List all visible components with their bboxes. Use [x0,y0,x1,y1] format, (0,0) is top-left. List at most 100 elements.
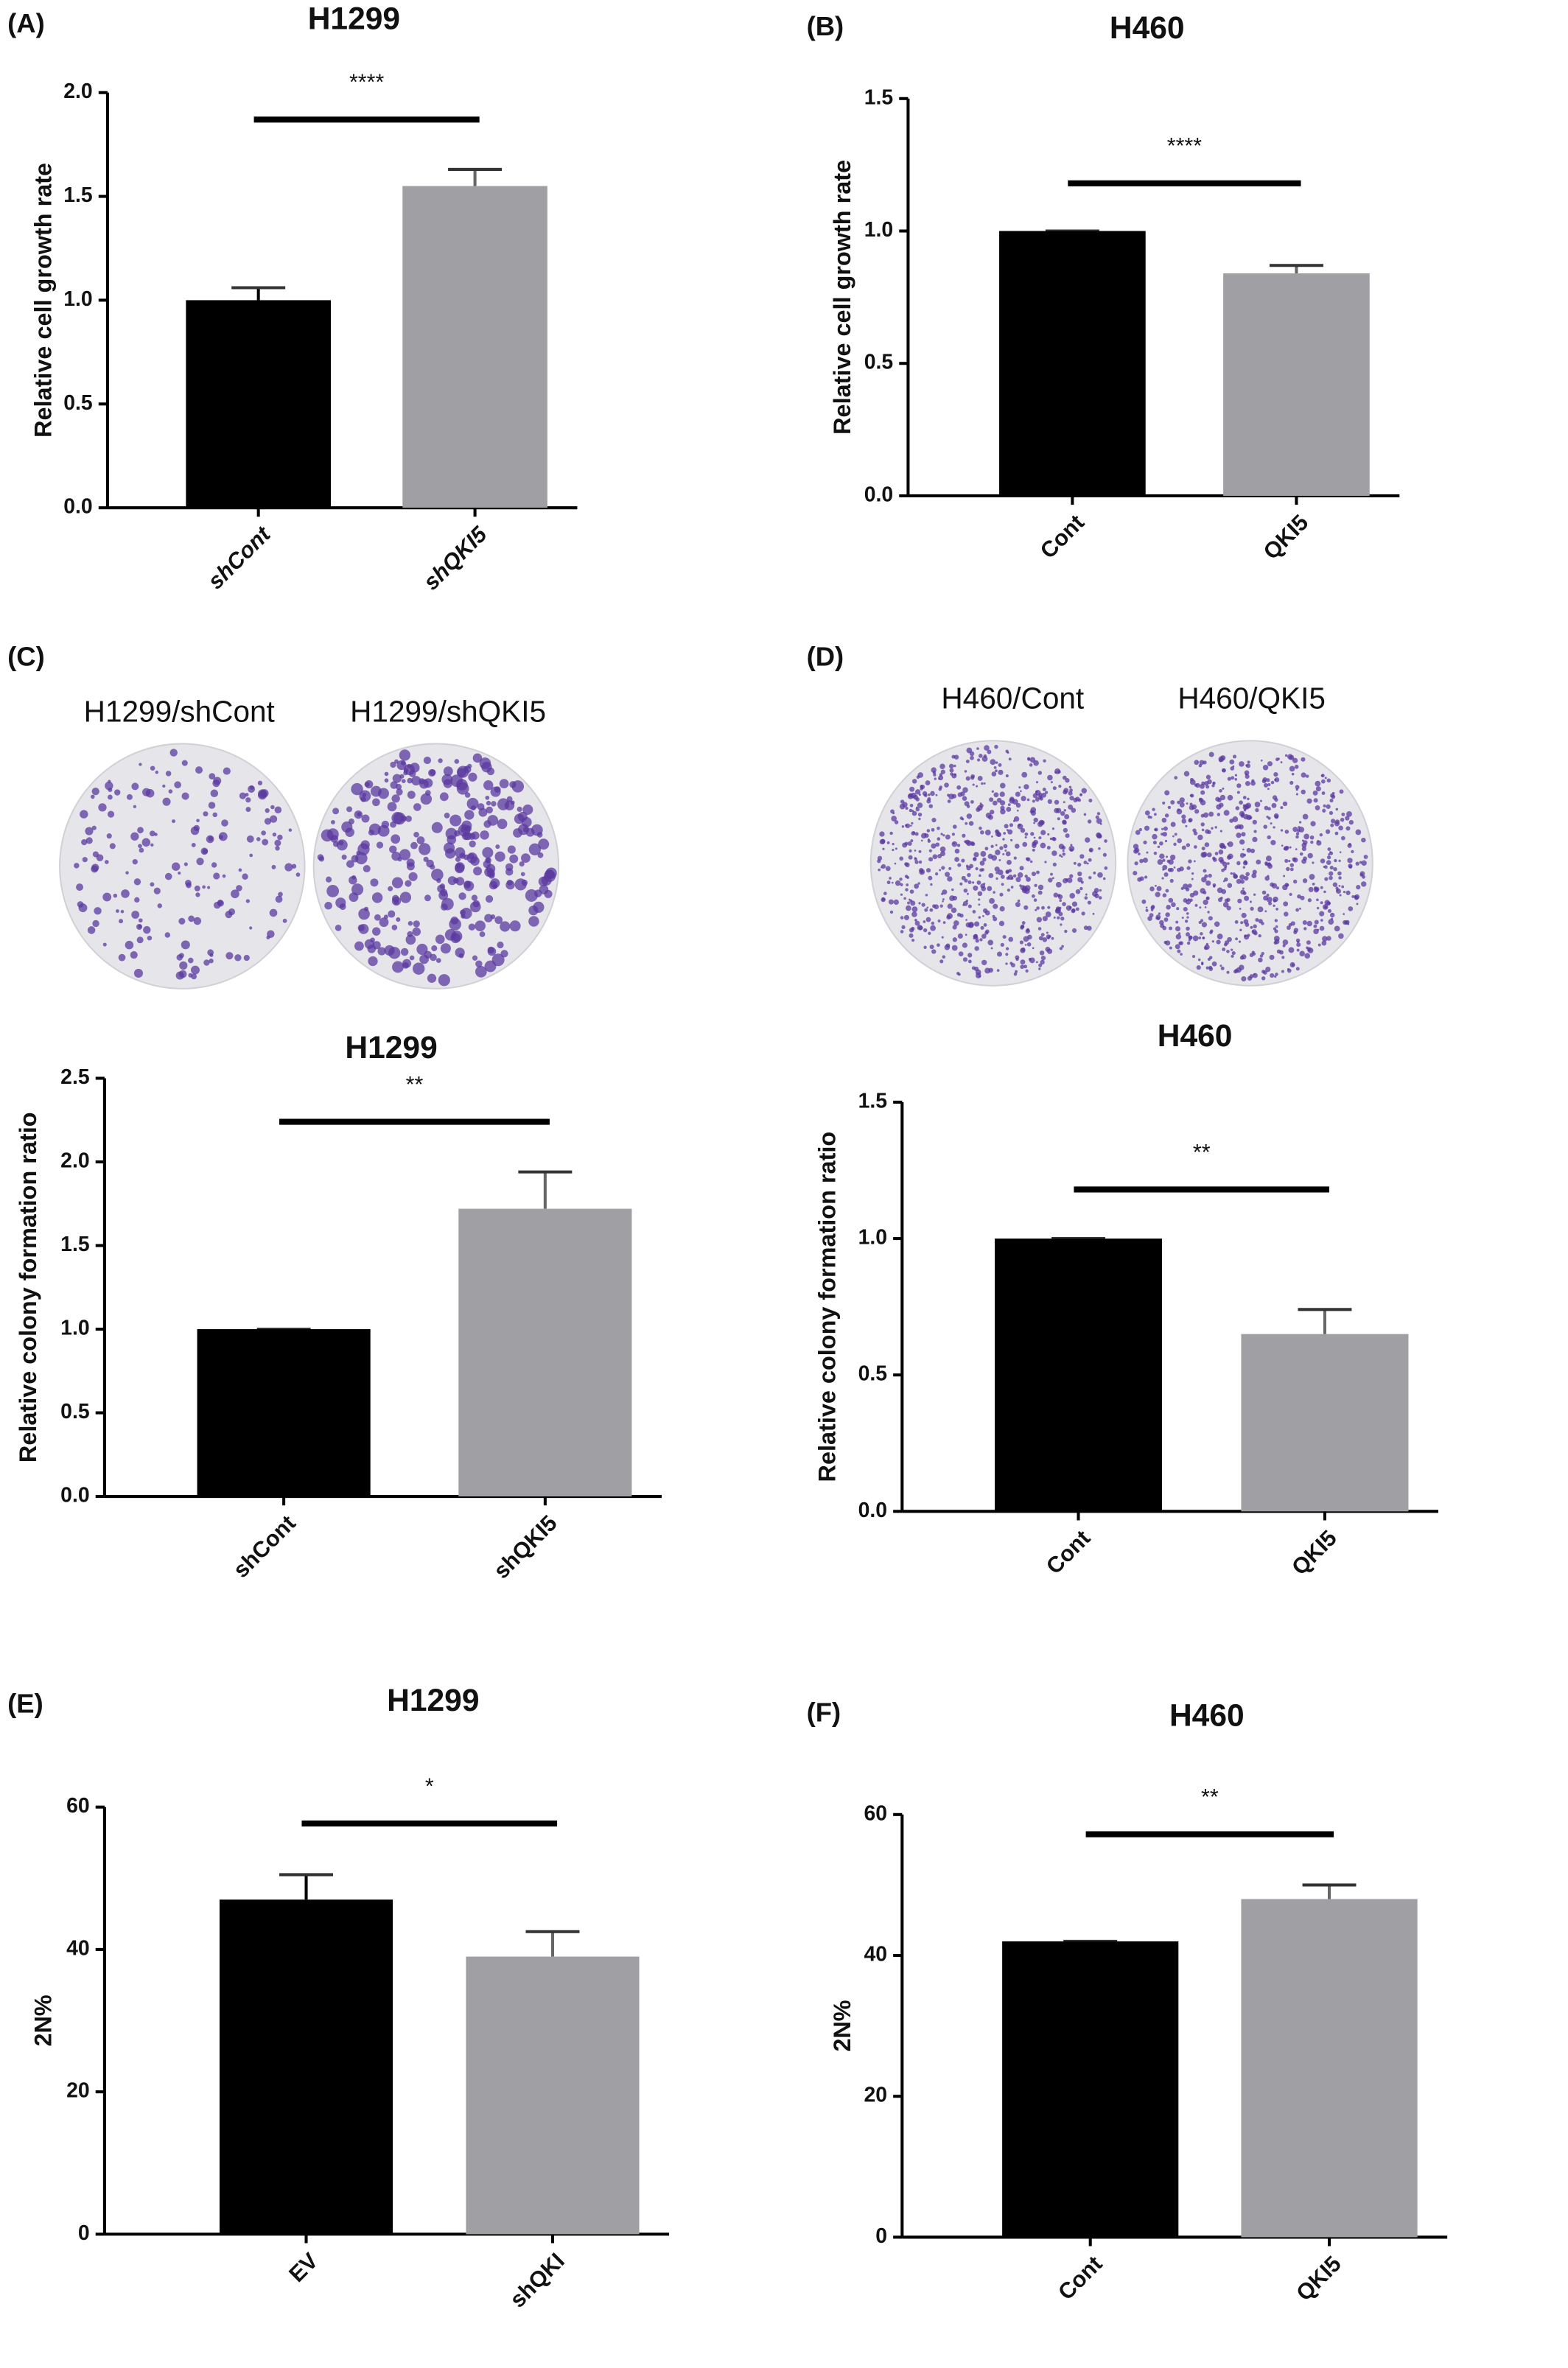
colony [934,872,939,876]
colony [1175,944,1180,950]
colony [1201,847,1205,851]
colony [1059,947,1063,950]
colony [74,863,80,869]
colony [1267,807,1271,811]
colony [284,863,293,872]
colony [1024,875,1028,878]
colony [1165,889,1169,893]
colony [1087,819,1092,824]
colony [1217,813,1221,816]
colony [1275,907,1278,911]
colony [922,791,928,796]
colony [1153,851,1158,855]
colony [272,832,277,837]
colony [991,836,993,838]
colony [1299,950,1305,957]
colony [1073,797,1078,803]
colony [964,770,967,773]
colony [902,842,908,848]
colony [1280,806,1284,810]
colony [1042,787,1046,791]
colony [489,880,498,890]
colony [178,917,186,925]
colony [1013,972,1018,976]
colony [920,839,923,842]
colony [1236,791,1240,794]
colony [958,951,964,957]
colony [885,866,891,872]
colony [1151,905,1155,909]
colony [1088,847,1093,852]
colony [1230,766,1235,771]
colony [1234,919,1239,924]
colony [1029,810,1034,814]
colony [390,761,396,768]
colony [1295,785,1300,790]
colony [920,784,925,790]
colony [155,770,159,774]
colony [351,883,364,896]
colony [935,794,938,796]
colony [931,767,937,773]
colony [1322,936,1328,942]
colony [1162,864,1168,870]
y-tick-label: 0.5 [63,391,92,415]
colony [940,833,943,836]
colony [942,898,945,901]
colony [991,855,998,861]
colony [1035,781,1039,784]
colony [995,877,998,880]
colony [1340,836,1345,841]
colony [138,924,142,928]
colony [900,930,904,933]
colony [1037,771,1043,775]
colony [951,794,957,799]
colony [528,905,539,916]
colony [1018,786,1021,789]
colony [980,851,987,857]
colony [1024,832,1029,836]
colony [270,805,275,810]
colony [377,947,386,956]
colony [396,917,401,922]
colony [1175,920,1179,924]
colony [1240,921,1244,925]
colony [475,960,483,968]
colony [153,887,161,894]
colony [1329,871,1334,876]
colony [1292,857,1296,861]
colony [911,911,917,917]
colony [1281,844,1284,847]
colony [1236,878,1242,884]
colony [1241,975,1247,982]
colony [427,973,437,983]
colony [953,754,959,760]
colony [1043,759,1046,763]
colony [965,922,971,928]
colony [1219,794,1226,801]
colony [930,791,935,796]
colony [1205,785,1210,789]
colony [894,820,899,824]
colony [364,906,369,911]
colony [1146,851,1149,854]
colony [960,791,965,796]
colony [1273,826,1275,829]
colony [1165,912,1170,917]
colony [978,916,981,919]
colony [92,919,99,928]
colony [1234,777,1238,781]
colony [351,782,363,796]
colony [1009,796,1015,802]
colony [500,921,511,932]
colony [484,960,497,973]
y-tick-label: 20 [864,2084,887,2107]
colony [1033,817,1038,823]
colony [1189,779,1196,785]
colony [1284,858,1289,864]
colony [1343,919,1348,925]
colony [1000,808,1006,815]
colony [963,888,968,893]
colony [1044,791,1049,794]
